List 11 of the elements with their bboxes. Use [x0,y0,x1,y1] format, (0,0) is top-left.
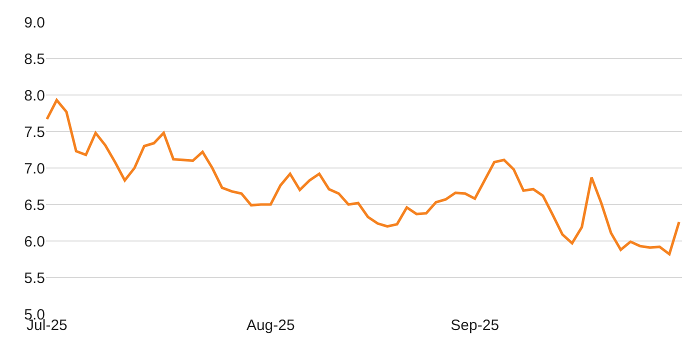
line-series [46,98,680,256]
y-tick-label: 7.5 [24,124,45,141]
y-tick-label: 8.5 [24,50,45,68]
y-tick-label: 5.5 [24,270,45,287]
y-tick-label: 6.0 [24,233,45,250]
y-tick-label: 6.5 [24,196,45,214]
x-tick-label: Aug-25 [246,317,295,334]
y-tick-label: 9.0 [24,14,45,32]
y-tick-label: 8.0 [24,87,45,104]
x-tick-label: Sep-25 [450,317,500,334]
y-tick-label: 7.0 [24,160,45,178]
